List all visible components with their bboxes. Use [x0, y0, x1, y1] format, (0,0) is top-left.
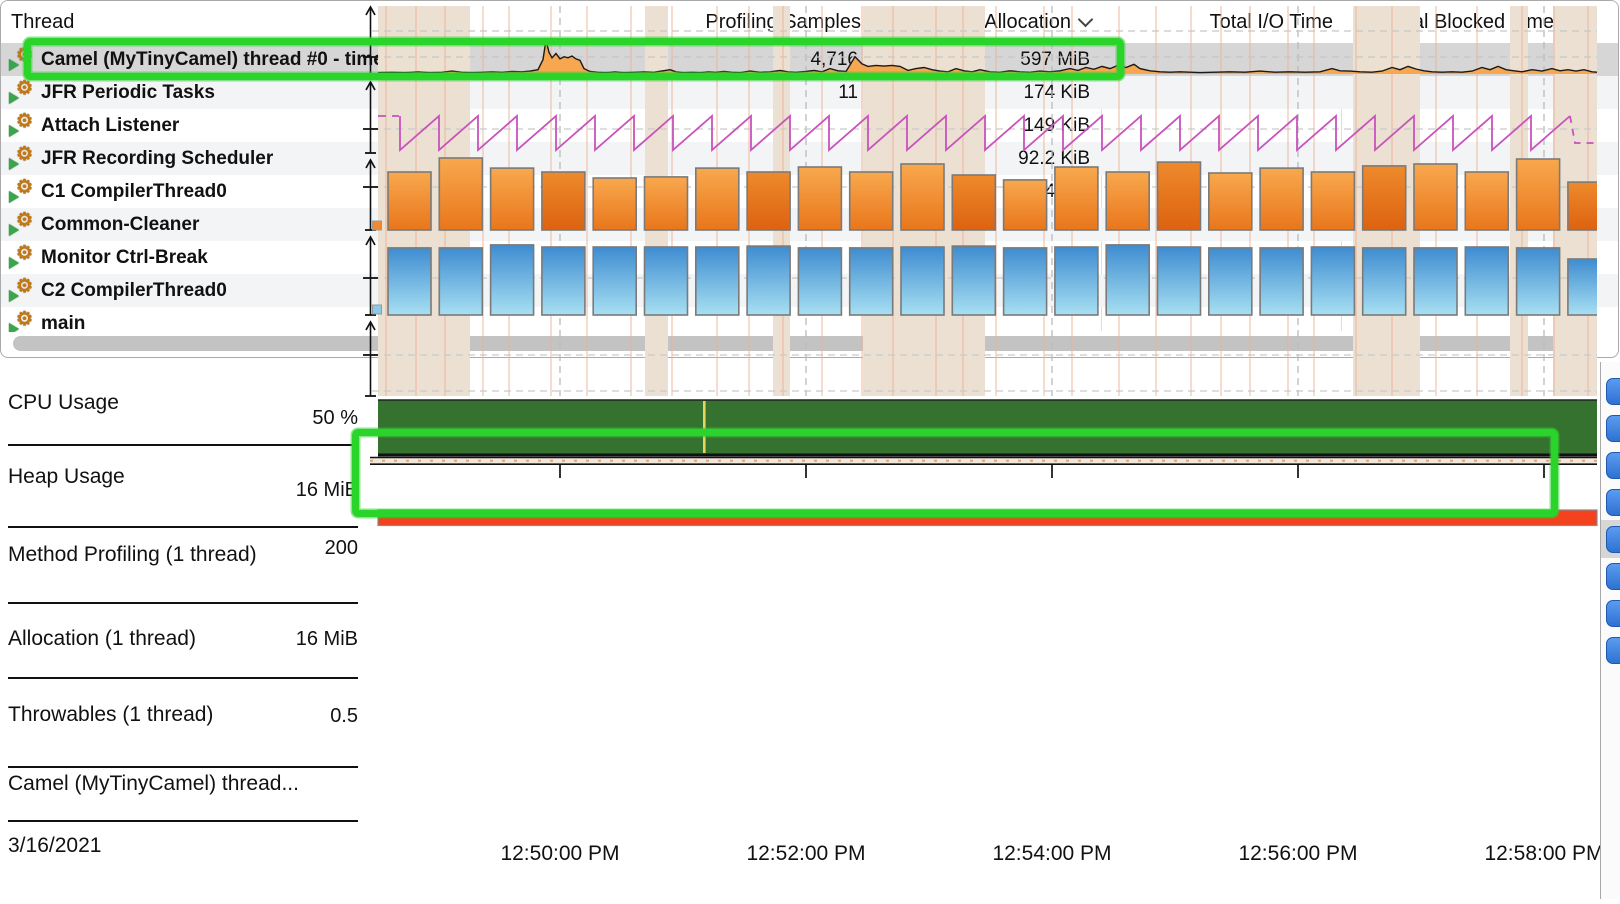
lane-label-cpu-usage: CPU Usage	[8, 391, 119, 415]
lane-divider	[8, 602, 358, 604]
tick-label-throwables: 0.5	[330, 705, 358, 728]
tick-label-allocation: 16 MiB	[296, 628, 358, 651]
lane-control-button[interactable]	[1606, 452, 1620, 479]
lane-divider	[8, 444, 358, 446]
tick-label-method-profiling: 200	[325, 537, 358, 560]
lane-control-button[interactable]	[1606, 378, 1620, 405]
tick-label-heap: 16 MiB	[296, 479, 358, 502]
tick-label-cpu: 50 %	[312, 407, 358, 430]
lane-label-heap-usage: Heap Usage	[8, 465, 125, 489]
lane-control-button[interactable]	[1606, 415, 1620, 442]
date-label: 3/16/2021	[8, 834, 101, 858]
lane-control-button[interactable]	[1606, 637, 1620, 664]
lane-divider	[8, 526, 358, 528]
timeline-chart[interactable]	[0, 0, 1620, 542]
lane-divider	[8, 677, 358, 679]
time-label: 12:56:00 PM	[1198, 842, 1398, 866]
time-label: 12:52:00 PM	[706, 842, 906, 866]
lane-label-camel-thread: Camel (MyTinyCamel) thread...	[8, 772, 299, 796]
side-panel	[1600, 362, 1620, 899]
lane-label-method-profiling: Method Profiling (1 thread)	[8, 543, 257, 567]
lane-control-button[interactable]	[1606, 489, 1620, 516]
lane-label-allocation: Allocation (1 thread)	[8, 627, 196, 651]
profiler-window: Thread Profiling Samples Total Allocatio…	[0, 0, 1620, 904]
lane-control-button[interactable]	[1606, 526, 1620, 553]
time-label: 12:50:00 PM	[460, 842, 660, 866]
lane-control-button[interactable]	[1606, 563, 1620, 590]
lane-label-throwables: Throwables (1 thread)	[8, 703, 213, 727]
lane-control-button[interactable]	[1606, 600, 1620, 627]
time-label: 12:54:00 PM	[952, 842, 1152, 866]
lane-divider	[8, 820, 358, 822]
lane-divider	[8, 766, 358, 768]
time-label: 12:58:00 PM	[1444, 842, 1620, 866]
